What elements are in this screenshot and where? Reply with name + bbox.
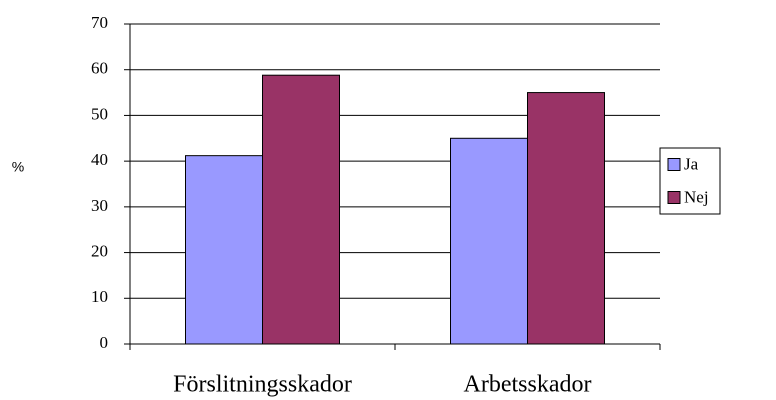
y-tick-label: 20 (91, 241, 108, 260)
y-tick-label: 0 (100, 333, 109, 352)
bar (185, 155, 263, 345)
legend-label: Ja (684, 154, 699, 173)
y-tick-label: 30 (91, 196, 108, 215)
y-axis-label: % (12, 159, 24, 175)
y-tick-label: 40 (91, 150, 108, 169)
bar (527, 92, 605, 345)
y-tick-label: 50 (91, 104, 108, 123)
legend-label: Nej (684, 187, 709, 206)
y-tick-label: 60 (91, 59, 108, 78)
bar (262, 74, 340, 345)
x-tick-label: Förslitningsskador (173, 372, 352, 398)
legend-swatch (667, 191, 681, 204)
x-tick-label: Arbetsskador (464, 372, 592, 398)
bar (450, 137, 528, 345)
y-tick-label: 70 (91, 13, 108, 32)
y-tick-label: 10 (91, 287, 108, 306)
legend-swatch (667, 158, 681, 171)
